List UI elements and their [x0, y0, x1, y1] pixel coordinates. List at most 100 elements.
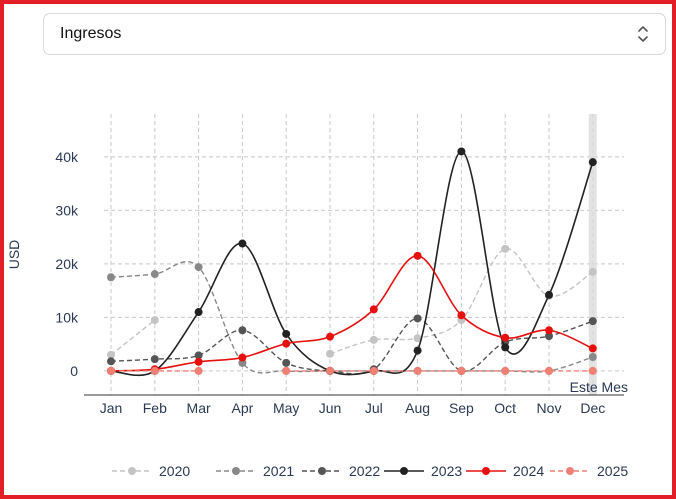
data-point-2025 — [501, 366, 510, 375]
data-point-2022 — [150, 355, 159, 364]
data-point-2022 — [545, 332, 553, 341]
legend-marker — [128, 467, 136, 475]
x-tick-label: Feb — [143, 400, 167, 416]
y-axis-title: USD — [6, 240, 22, 270]
data-point-2025 — [457, 366, 466, 375]
data-point-2024 — [282, 339, 291, 348]
legend-item-2020[interactable]: 2020 — [112, 463, 190, 479]
x-tick-label: Jul — [365, 400, 383, 416]
data-point-2023 — [457, 147, 466, 156]
series-line-2024 — [110, 255, 594, 372]
x-tick-label: May — [273, 400, 299, 416]
metric-select[interactable]: Ingresos — [43, 13, 666, 55]
current-month-highlight — [588, 114, 597, 395]
metric-select-value: Ingresos — [60, 25, 122, 42]
data-point-2020 — [326, 349, 334, 358]
data-point-2024 — [238, 353, 247, 362]
legend-marker — [482, 467, 490, 475]
x-tick-label: Aug — [405, 400, 430, 416]
chevron-up-down-icon — [638, 26, 648, 42]
data-point-2023 — [413, 346, 422, 355]
x-tick-label: Jan — [100, 400, 123, 416]
data-point-2020 — [150, 316, 159, 325]
legend-label: 2022 — [349, 463, 380, 479]
data-point-2025 — [588, 366, 597, 375]
data-point-2024 — [457, 311, 466, 320]
data-point-2022 — [413, 314, 422, 323]
grid-lines — [104, 114, 624, 395]
data-point-2021 — [107, 273, 115, 282]
y-tick-label: 30k — [55, 202, 79, 218]
data-point-2024 — [413, 251, 422, 260]
x-tick-label: Nov — [537, 400, 562, 416]
series-line-2020 — [110, 319, 156, 356]
data-point-2025 — [326, 366, 334, 375]
data-point-2025 — [150, 366, 159, 375]
y-tick-label: 20k — [55, 256, 79, 272]
x-tick-label: Jun — [319, 400, 342, 416]
data-point-2022 — [588, 317, 597, 326]
legend-item-2021[interactable]: 2021 — [216, 463, 294, 479]
data-point-2022 — [107, 357, 115, 366]
series-2025 — [107, 366, 597, 375]
x-tick-label: Dec — [580, 400, 605, 416]
legend-label: 2020 — [159, 463, 190, 479]
data-point-2020 — [369, 335, 378, 344]
legend[interactable]: 2020 2021 2022 2023 2024 2025 — [112, 463, 628, 479]
este-mes-annotation: Este Mes — [570, 379, 628, 395]
legend-label: 2021 — [263, 463, 294, 479]
legend-item-2025[interactable]: 2025 — [550, 463, 628, 479]
legend-marker — [400, 467, 408, 475]
data-point-2025 — [545, 366, 553, 375]
data-point-2025 — [194, 366, 203, 375]
legend-marker — [232, 467, 240, 475]
data-point-2021 — [194, 263, 203, 272]
highlight-band — [588, 114, 597, 395]
legend-label: 2025 — [597, 463, 628, 479]
legend-item-2023[interactable]: 2023 — [384, 463, 462, 479]
legend-marker — [566, 467, 574, 475]
data-point-2023 — [501, 343, 510, 352]
data-point-2024 — [501, 333, 510, 342]
series-2022 — [107, 314, 597, 375]
legend-marker — [318, 467, 326, 475]
data-point-2020 — [588, 267, 597, 276]
data-point-2024 — [326, 332, 334, 341]
data-point-2023 — [545, 290, 553, 299]
legend-label: 2024 — [513, 463, 544, 479]
data-point-2024 — [369, 305, 378, 314]
series-2020 — [107, 244, 597, 359]
data-point-2025 — [413, 366, 422, 375]
data-point-2020 — [501, 244, 510, 253]
revenue-line-chart: Jan Feb Mar Apr May Jun Jul Aug Sep Oct Nov Dec 0 10k… — [6, 114, 628, 479]
data-point-2023 — [194, 308, 203, 317]
data-point-2025 — [282, 366, 291, 375]
data-point-2023 — [588, 158, 597, 167]
legend-label: 2023 — [431, 463, 462, 479]
y-tick-label: 40k — [55, 149, 79, 165]
x-tick-label: Mar — [187, 400, 211, 416]
y-tick-label: 10k — [55, 309, 79, 325]
x-tick-label: Oct — [494, 400, 516, 416]
y-tick-label: 0 — [70, 363, 78, 379]
data-point-2025 — [107, 366, 115, 375]
series-2021 — [107, 260, 597, 375]
data-point-2023 — [238, 239, 247, 248]
data-point-2024 — [545, 326, 553, 335]
legend-item-2024[interactable]: 2024 — [466, 463, 544, 479]
data-point-2021 — [588, 352, 597, 361]
data-point-2023 — [282, 329, 291, 338]
data-point-2024 — [588, 344, 597, 353]
annotation-layer: Este Mes — [570, 379, 628, 395]
data-point-2020 — [107, 350, 115, 359]
axes: Jan Feb Mar Apr May Jun Jul Aug Sep Oct Nov Dec 0 10k… — [6, 149, 624, 416]
legend-item-2022[interactable]: 2022 — [302, 463, 380, 479]
data-point-2020 — [413, 334, 422, 343]
data-point-2022 — [194, 351, 203, 360]
data-point-2025 — [369, 366, 378, 375]
series-layer — [107, 147, 597, 377]
data-point-2022 — [282, 358, 291, 367]
data-point-2022 — [238, 326, 247, 335]
series-2024 — [107, 251, 597, 375]
x-tick-label: Apr — [232, 400, 254, 416]
